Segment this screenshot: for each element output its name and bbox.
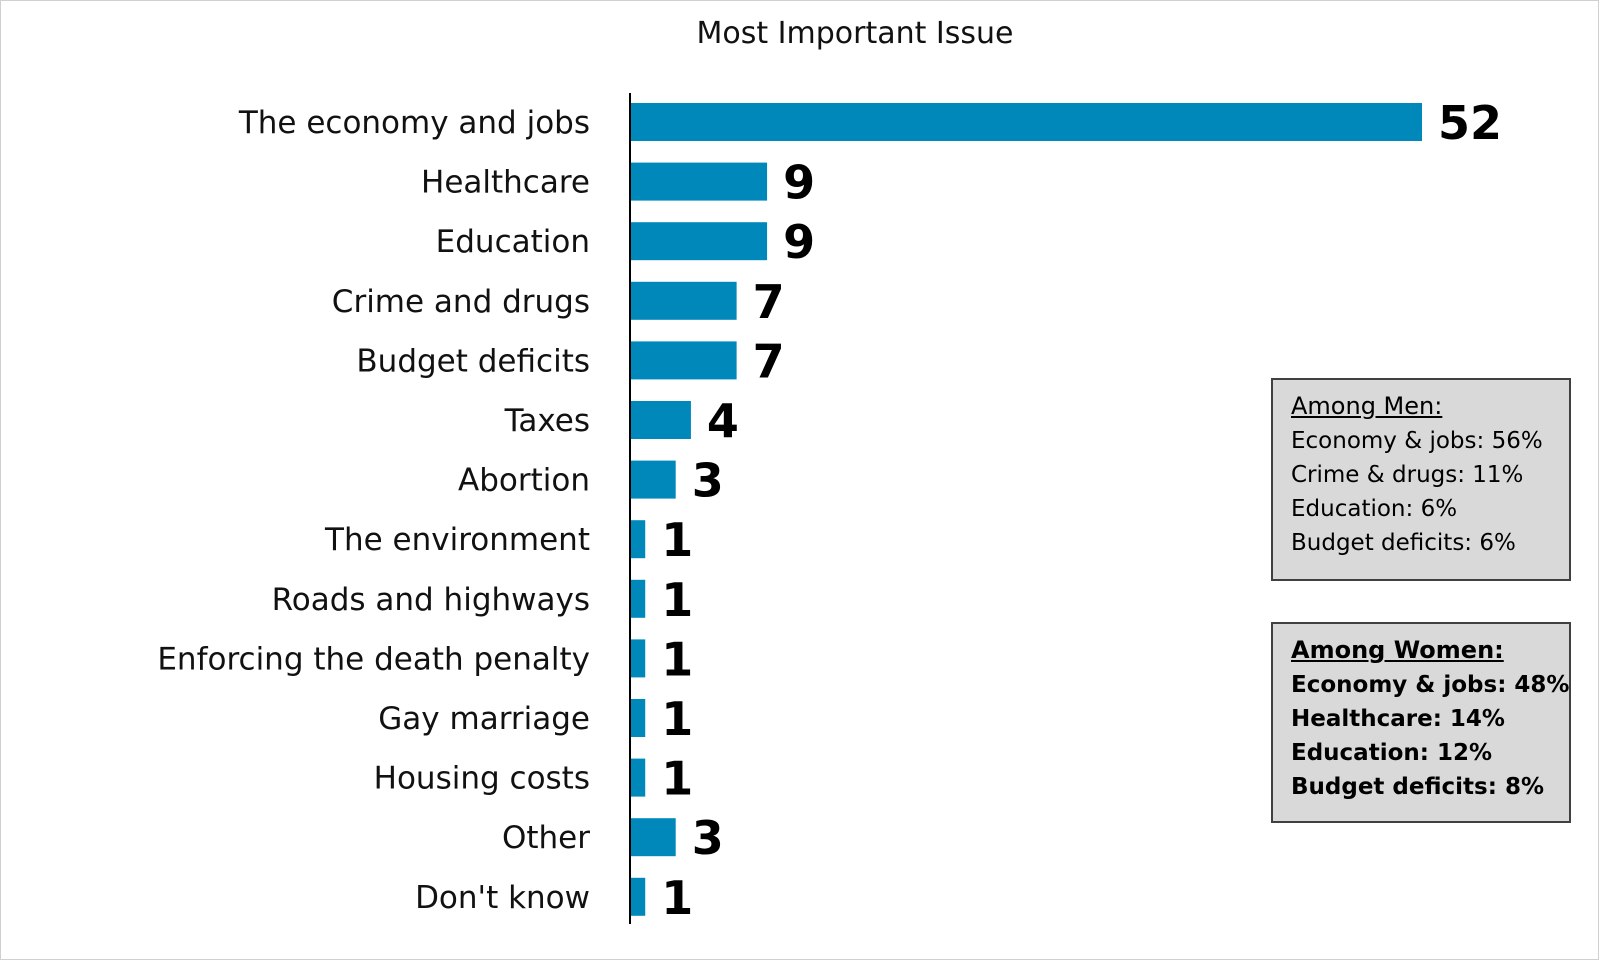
bar xyxy=(630,222,768,261)
category-label: Healthcare xyxy=(421,165,590,201)
chart-title: Most Important Issue xyxy=(696,16,1013,51)
bar xyxy=(630,520,646,559)
category-label: Other xyxy=(502,820,590,856)
bar xyxy=(630,877,646,916)
bar xyxy=(630,758,646,797)
callout-men-line: Crime & drugs: 11% xyxy=(1291,462,1524,488)
category-label: Taxes xyxy=(504,403,590,439)
callout-women-line: Economy & jobs: 48% xyxy=(1291,672,1570,698)
callout-men-line: Economy & jobs: 56% xyxy=(1291,428,1543,454)
callout-women-line: Healthcare: 14% xyxy=(1291,706,1505,732)
value-label: 1 xyxy=(661,752,693,806)
callout-among-men: Among Men: Economy & jobs: 56% Crime & d… xyxy=(1271,378,1571,581)
value-label: 1 xyxy=(661,692,693,746)
category-label: The environment xyxy=(324,522,590,558)
value-label: 7 xyxy=(753,334,785,388)
callout-women-heading: Among Women: xyxy=(1291,636,1504,664)
bar xyxy=(630,699,646,737)
bar xyxy=(630,579,646,618)
value-label: 1 xyxy=(661,573,693,627)
value-label: 3 xyxy=(692,811,724,865)
value-label: 7 xyxy=(753,275,785,329)
bar xyxy=(630,341,737,380)
bar xyxy=(630,401,691,439)
value-label: 9 xyxy=(783,215,815,269)
category-label: Budget deficits xyxy=(356,343,590,379)
bar xyxy=(630,103,1422,141)
category-label: Enforcing the death penalty xyxy=(157,641,590,677)
category-label: Education xyxy=(436,224,590,260)
callout-men-heading: Among Men: xyxy=(1291,392,1443,420)
callout-women-line: Budget deficits: 8% xyxy=(1291,774,1544,800)
value-label: 1 xyxy=(661,513,693,567)
category-label: Roads and highways xyxy=(272,582,590,618)
callout-among-women: Among Women: Economy & jobs: 48% Healthc… xyxy=(1271,622,1571,823)
bar xyxy=(630,460,676,499)
value-label: 1 xyxy=(661,632,693,686)
value-label: 9 xyxy=(783,156,815,210)
bar xyxy=(630,281,737,320)
bar xyxy=(630,818,676,857)
category-label: The economy and jobs xyxy=(238,105,590,141)
category-label: Abortion xyxy=(458,463,590,499)
bar xyxy=(630,162,768,201)
value-label: 3 xyxy=(692,454,724,508)
value-label: 4 xyxy=(707,394,739,448)
value-label: 52 xyxy=(1438,96,1502,150)
callout-men-line: Budget deficits: 6% xyxy=(1291,530,1516,556)
category-label: Housing costs xyxy=(374,761,590,797)
value-label: 1 xyxy=(661,871,693,925)
callout-women-line: Education: 12% xyxy=(1291,740,1493,766)
category-label: Gay marriage xyxy=(378,701,590,737)
bar xyxy=(630,639,646,678)
category-label: Don't know xyxy=(415,880,590,916)
callout-men-line: Education: 6% xyxy=(1291,496,1458,522)
category-label: Crime and drugs xyxy=(332,284,590,320)
